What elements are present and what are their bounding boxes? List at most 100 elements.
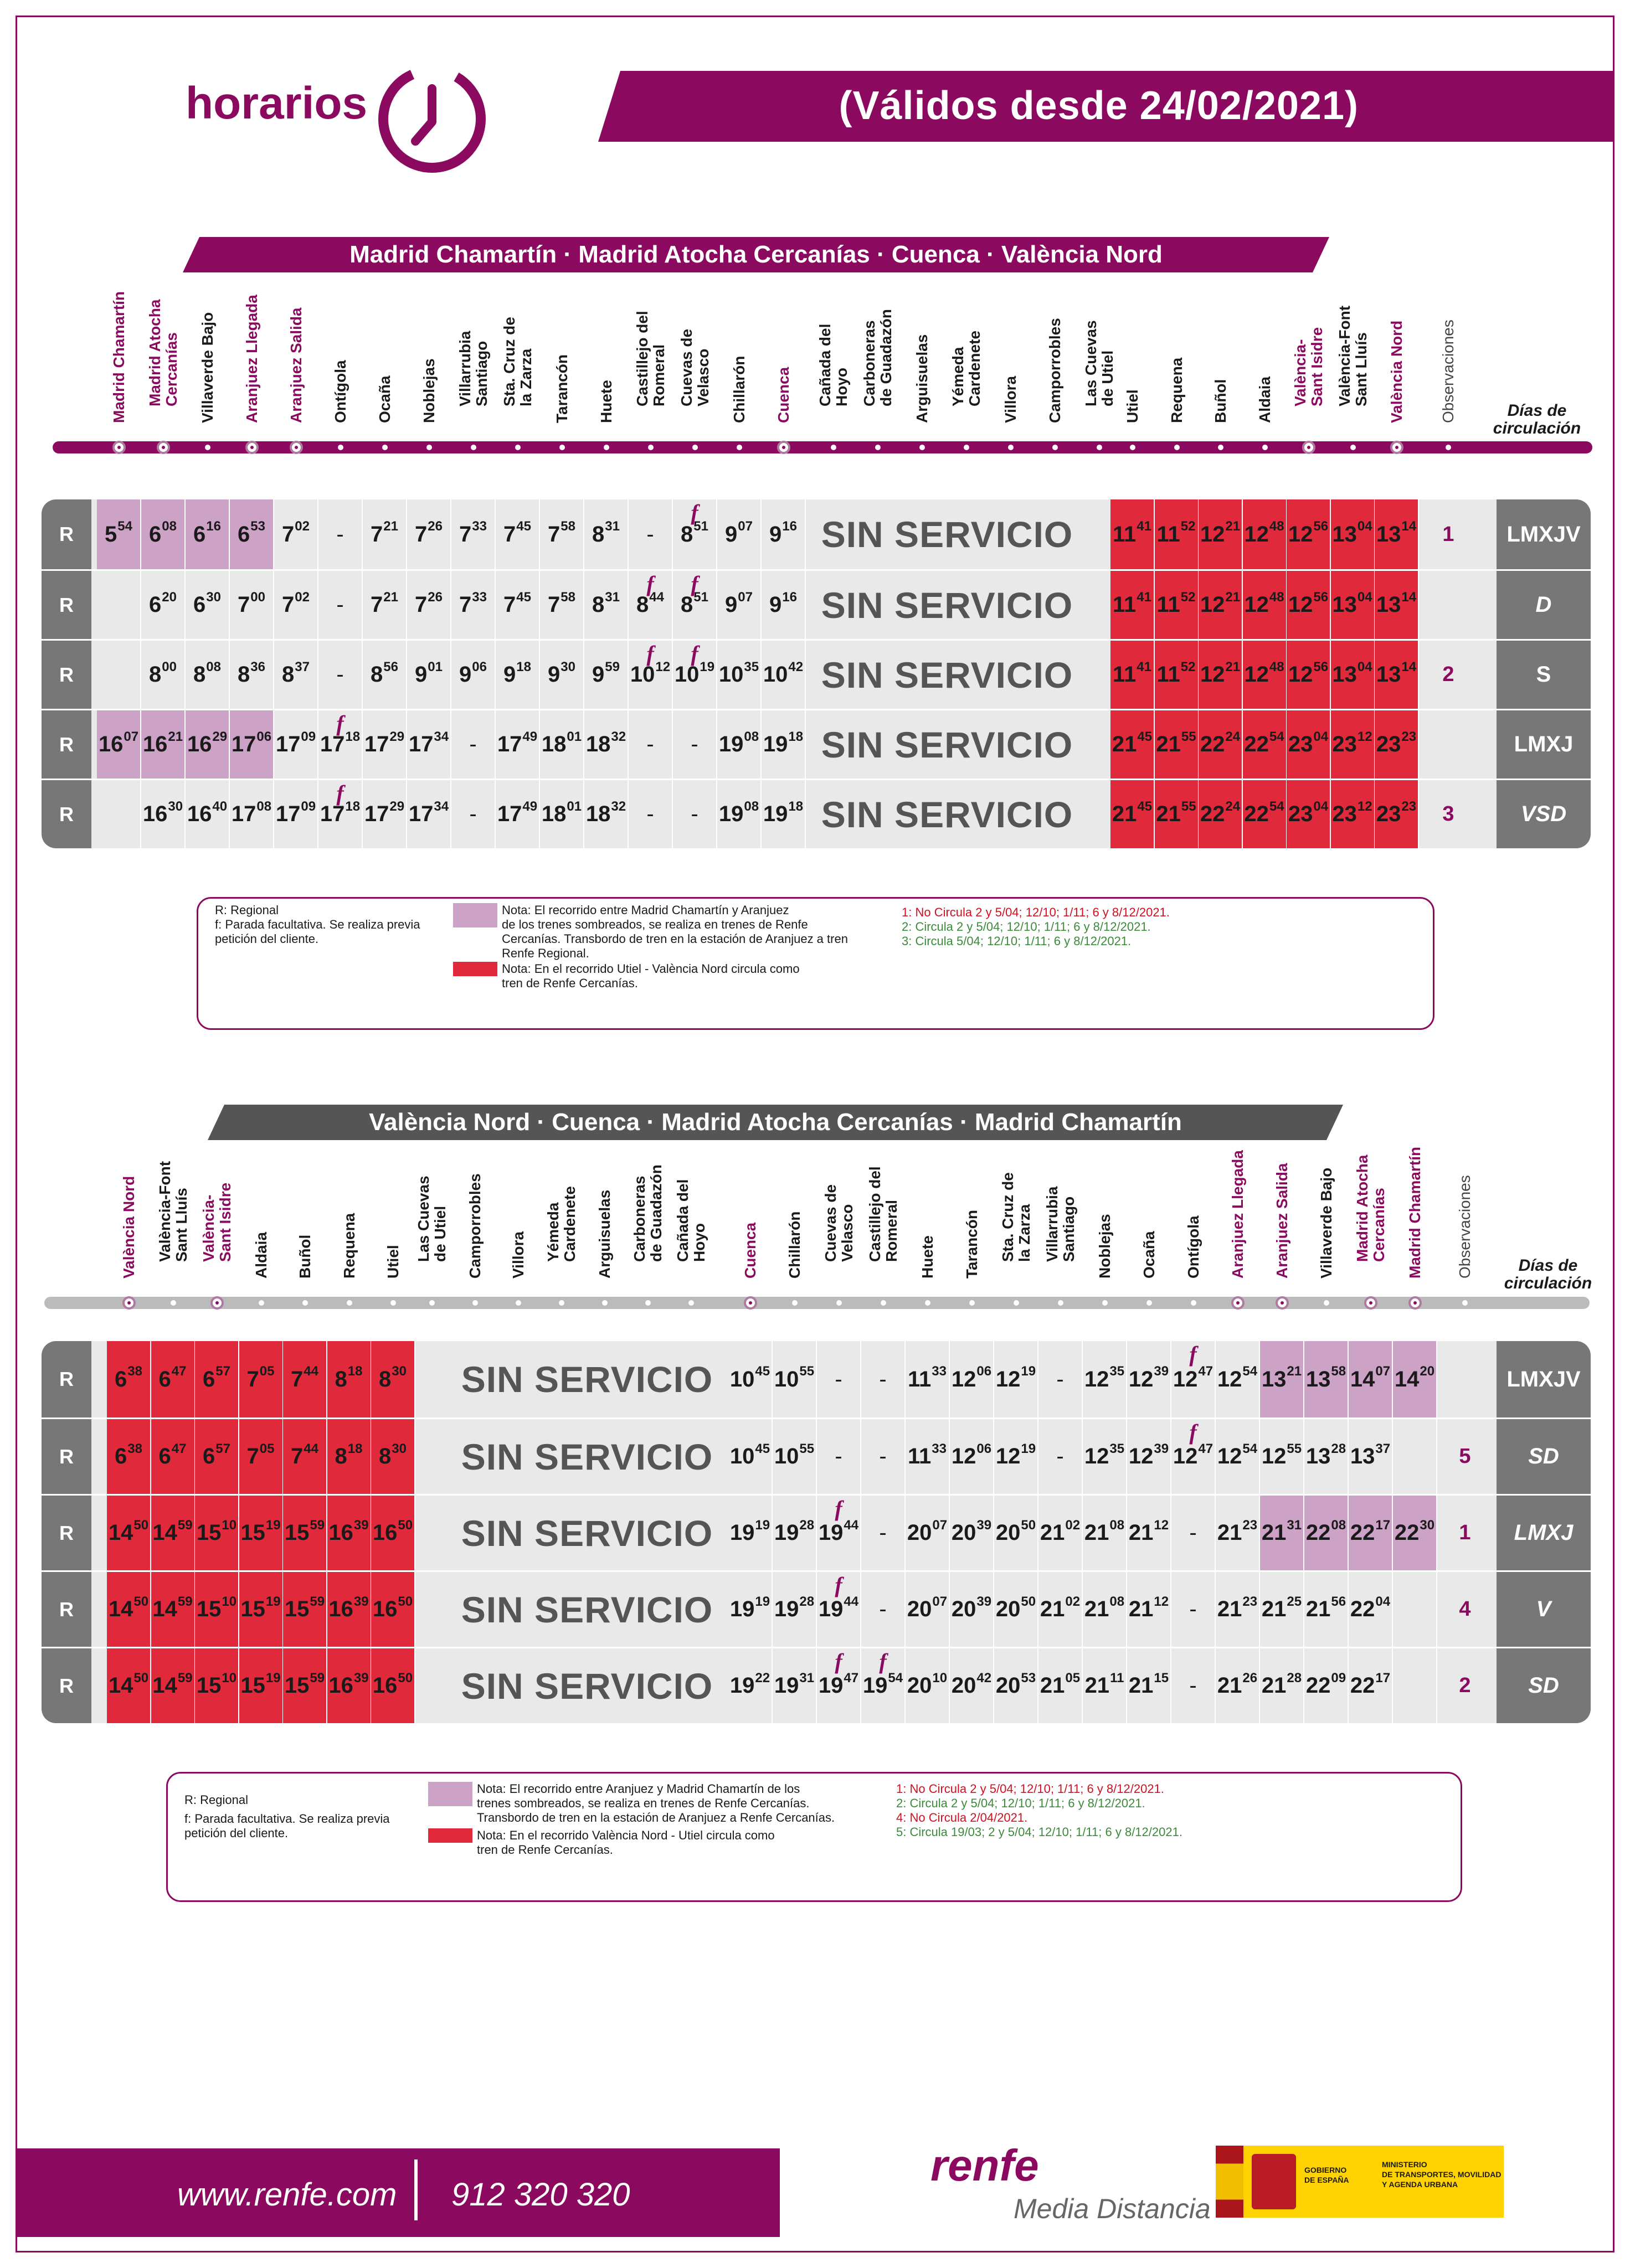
- station-label: Cuenca: [762, 299, 805, 443]
- time-cell: 18 01: [540, 710, 584, 779]
- footer-separator: [414, 2159, 418, 2220]
- hour: 20: [907, 1520, 932, 1545]
- time-cell: 17 08: [230, 780, 274, 848]
- time-cell: 13 14: [1375, 641, 1419, 709]
- hour: 20: [951, 1673, 976, 1698]
- hour: 13: [1332, 592, 1357, 617]
- station-name: Buñol: [296, 1234, 313, 1279]
- time-cell: -: [1171, 1648, 1216, 1723]
- minute: 08: [1109, 1517, 1125, 1533]
- outbound-timetable: R 5 54 6 08 6 16 6 53 7 02-7 21 7 26 7 33 7 45 7 58 8 31- f 8 51…: [42, 499, 1591, 848]
- minute: 05: [259, 1364, 275, 1379]
- station-label: Noblejas: [408, 299, 451, 443]
- minute: 19: [1021, 1441, 1036, 1456]
- station-name: Utiel: [1124, 389, 1141, 423]
- station-dot: [382, 445, 388, 450]
- time-cell: 19 19: [728, 1496, 773, 1570]
- time-cell: 21 55: [1154, 780, 1199, 848]
- hour: 7: [291, 1367, 304, 1391]
- hour: 21: [1261, 1673, 1287, 1698]
- time-cell: 11 52: [1154, 571, 1199, 639]
- time-cell: -: [629, 710, 673, 779]
- time-cell: 23 04: [1287, 710, 1331, 779]
- minute: 56: [383, 659, 398, 674]
- minute: 56: [1313, 589, 1329, 605]
- hour: 22: [1394, 1520, 1420, 1545]
- minute: 36: [250, 659, 265, 674]
- minute: 55: [799, 1441, 815, 1456]
- station-label: Villarrubia Santiago: [1039, 1154, 1082, 1298]
- station-label: Villaverde Bajo: [1305, 1154, 1348, 1298]
- hour: 23: [1288, 802, 1313, 826]
- minute: 54: [1242, 1441, 1258, 1456]
- time-cell: 12 35: [1083, 1419, 1127, 1494]
- station-dot: [602, 1300, 608, 1306]
- time-cell: 21 08: [1083, 1572, 1127, 1647]
- station-dot: [1276, 1296, 1289, 1310]
- minute: 10: [222, 1517, 237, 1533]
- time-cell: f 10 19: [673, 641, 717, 709]
- hour: 6: [158, 1444, 171, 1468]
- time-cell: -: [629, 499, 673, 569]
- station-dot: [390, 1300, 396, 1306]
- minute: 14: [1401, 589, 1417, 605]
- time-cell: 20 50: [994, 1496, 1038, 1570]
- station-name: Madrid Chamartín: [1406, 1146, 1423, 1279]
- station-name: València- Sant Isidre: [1292, 327, 1325, 406]
- station-dot: [604, 445, 609, 450]
- hour: 16: [98, 732, 124, 756]
- hour: 14: [108, 1520, 133, 1545]
- time-cell: 7 05: [239, 1341, 284, 1418]
- minute: 42: [976, 1670, 992, 1685]
- hour: 12: [1128, 1367, 1154, 1391]
- time-cell: f 12 47: [1171, 1419, 1216, 1494]
- time-cell: -: [1038, 1341, 1083, 1418]
- station-name: Aldaia: [1256, 376, 1273, 423]
- hour: 9: [548, 662, 561, 687]
- hour: 17: [364, 802, 389, 826]
- station-label: Castillejo del Romeral: [629, 299, 672, 443]
- time-cell: 14 59: [151, 1496, 196, 1570]
- train-type: R: [42, 571, 91, 639]
- minute: 59: [310, 1517, 325, 1533]
- observation-ref: 1: [1442, 522, 1454, 546]
- phone-number[interactable]: 912 320 320: [451, 2177, 630, 2213]
- hour: 21: [1217, 1520, 1242, 1545]
- minute: 44: [304, 1441, 318, 1456]
- time-cell: 15 19: [239, 1496, 284, 1570]
- hour: 20: [995, 1673, 1021, 1698]
- hour: 14: [1350, 1367, 1375, 1391]
- timetable-row: R 14 50 14 59 15 10 15 19 15 59 16 39 16 50 SIN SERVICI…: [42, 1494, 1591, 1570]
- minute: 44: [649, 589, 664, 605]
- time-cell: -: [318, 571, 363, 639]
- time-cell: 18 32: [584, 780, 629, 848]
- station-name: Camporrobles: [466, 1173, 484, 1279]
- time-cell: 20 39: [950, 1496, 994, 1570]
- brand-title: horarios: [186, 78, 368, 128]
- station-label: Aranjuez Llegada: [230, 295, 274, 443]
- red-swatch: [428, 1828, 472, 1843]
- time-cell: 19 28: [773, 1496, 817, 1570]
- hour: 19: [718, 802, 744, 826]
- time-cell: 12 06: [950, 1341, 994, 1418]
- dash: -: [646, 802, 654, 826]
- minute: 28: [799, 1594, 815, 1609]
- time-cell: 12 21: [1199, 571, 1243, 639]
- hour: 6: [115, 1367, 127, 1391]
- hour: 11: [1156, 662, 1180, 687]
- hour: 19: [862, 1673, 888, 1698]
- hour: 21: [1040, 1520, 1065, 1545]
- dash: -: [336, 662, 344, 687]
- hour: 6: [158, 1367, 171, 1391]
- hour: 9: [459, 662, 472, 687]
- time-cell: 10 55: [773, 1419, 817, 1494]
- minute: 10: [222, 1594, 237, 1609]
- time-cell: 7 00: [230, 571, 274, 639]
- hour: 21: [1156, 802, 1181, 826]
- time-cell: -: [673, 780, 717, 848]
- media-distancia-label: Media Distancia: [1014, 2193, 1211, 2224]
- hour: 15: [196, 1520, 222, 1545]
- minute: 15: [1154, 1670, 1169, 1685]
- hour: 19: [729, 1597, 755, 1621]
- website-link[interactable]: www.renfe.com: [177, 2177, 397, 2213]
